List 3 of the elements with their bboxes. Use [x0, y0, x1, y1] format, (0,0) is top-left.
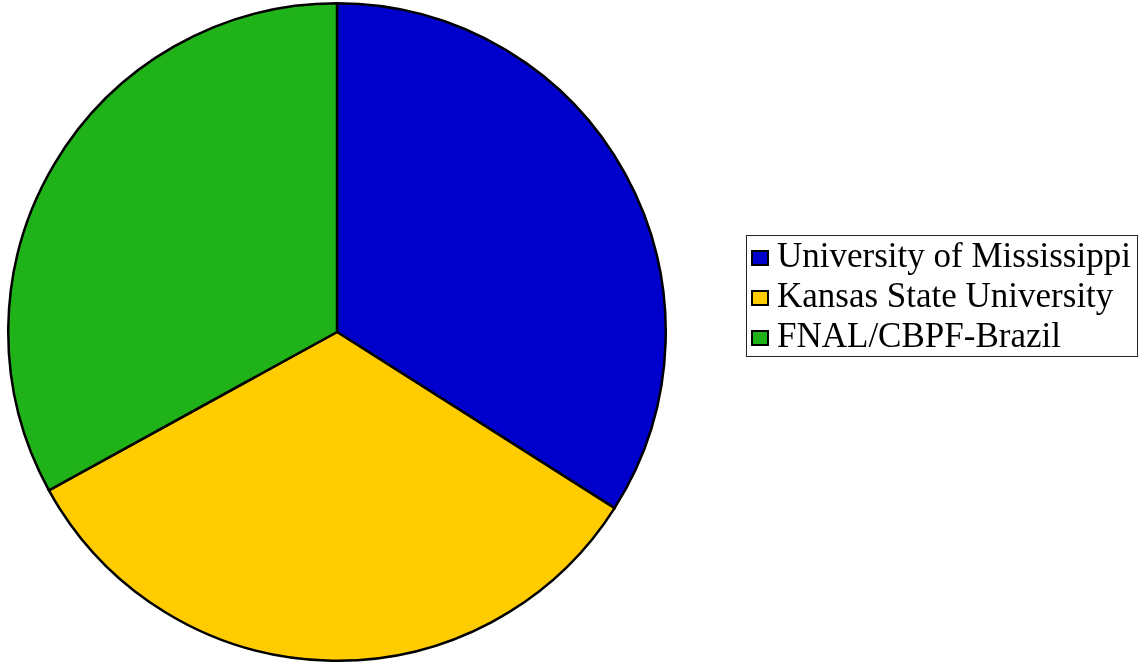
- legend-label: University of Mississippi: [777, 235, 1131, 276]
- legend-label: FNAL/CBPF-Brazil: [777, 315, 1061, 356]
- legend-label: Kansas State University: [777, 275, 1114, 316]
